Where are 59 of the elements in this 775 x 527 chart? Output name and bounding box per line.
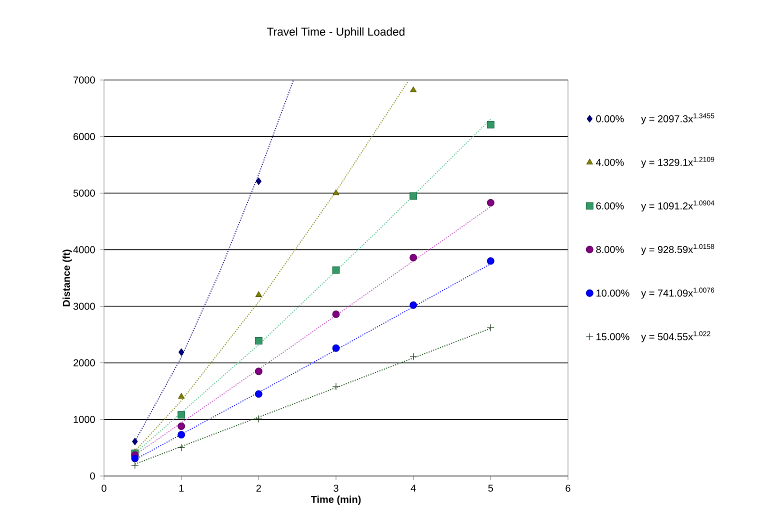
x-tick-label: 6 — [566, 484, 570, 492]
point — [256, 178, 262, 185]
legend-label: 4.00% — [596, 158, 624, 166]
point — [410, 254, 418, 262]
x-tick-label: 1 — [179, 484, 184, 492]
point — [132, 438, 138, 446]
text: y = 1329.1x$^{1.2109}$ — [641, 156, 714, 168]
text: y = 741.09x$^{1.0076}$ — [641, 288, 714, 299]
point — [332, 344, 340, 352]
chart-title: Travel Time - Uphill Loaded — [267, 27, 404, 38]
point — [332, 382, 340, 390]
point — [178, 430, 186, 438]
legend-label: 8.00% — [596, 246, 624, 254]
point — [178, 411, 186, 419]
text: y = 504.55x$^{1.022}$ — [641, 331, 710, 342]
text: y = 1091.2x$^{1.0904}$ — [641, 200, 714, 212]
point — [332, 266, 340, 274]
point — [178, 444, 186, 452]
legend-label: 0.00% — [596, 115, 624, 122]
x-axis-title: Time (min) — [310, 496, 361, 505]
point — [178, 422, 186, 430]
y-tick-label: 6000 — [74, 133, 95, 140]
point — [410, 301, 418, 309]
legend-label: 6.00% — [596, 202, 624, 210]
legend-label: 15.00% — [596, 333, 630, 340]
point — [410, 86, 417, 92]
y-tick-label: 1000 — [74, 416, 95, 423]
point — [410, 192, 418, 200]
x-tick-label: 0 — [102, 484, 106, 492]
point — [410, 352, 418, 360]
point — [332, 310, 340, 318]
point — [178, 393, 185, 399]
x-tick-label: 3 — [334, 484, 338, 492]
point — [254, 390, 262, 398]
x-tick-label: 5 — [488, 484, 494, 492]
point — [486, 324, 494, 332]
y-tick-label: 4000 — [73, 246, 95, 254]
y-axis-title: Distance (ft) — [62, 250, 72, 306]
x-tick-label: 4 — [410, 484, 416, 492]
point — [486, 120, 494, 128]
point — [131, 462, 139, 469]
y-tick-label: 5000 — [73, 190, 95, 197]
point — [254, 415, 262, 423]
point — [254, 368, 262, 376]
x-tick-label: 2 — [256, 484, 261, 492]
point — [486, 199, 494, 206]
y-tick-label: 7000 — [74, 76, 95, 84]
point — [255, 291, 262, 297]
point — [178, 348, 184, 356]
point — [254, 337, 262, 345]
y-tick-label: 3000 — [73, 302, 95, 310]
legend-label: 10.00% — [596, 290, 630, 297]
y-tick-label: 2000 — [74, 359, 95, 366]
point — [332, 189, 340, 196]
text: y = 928.59x$^{1.0158}$ — [641, 244, 714, 256]
point — [486, 257, 494, 265]
y-tick-label: 0 — [90, 472, 95, 480]
text: y = 2097.3x$^{1.3455}$ — [641, 113, 714, 124]
point — [131, 454, 139, 462]
